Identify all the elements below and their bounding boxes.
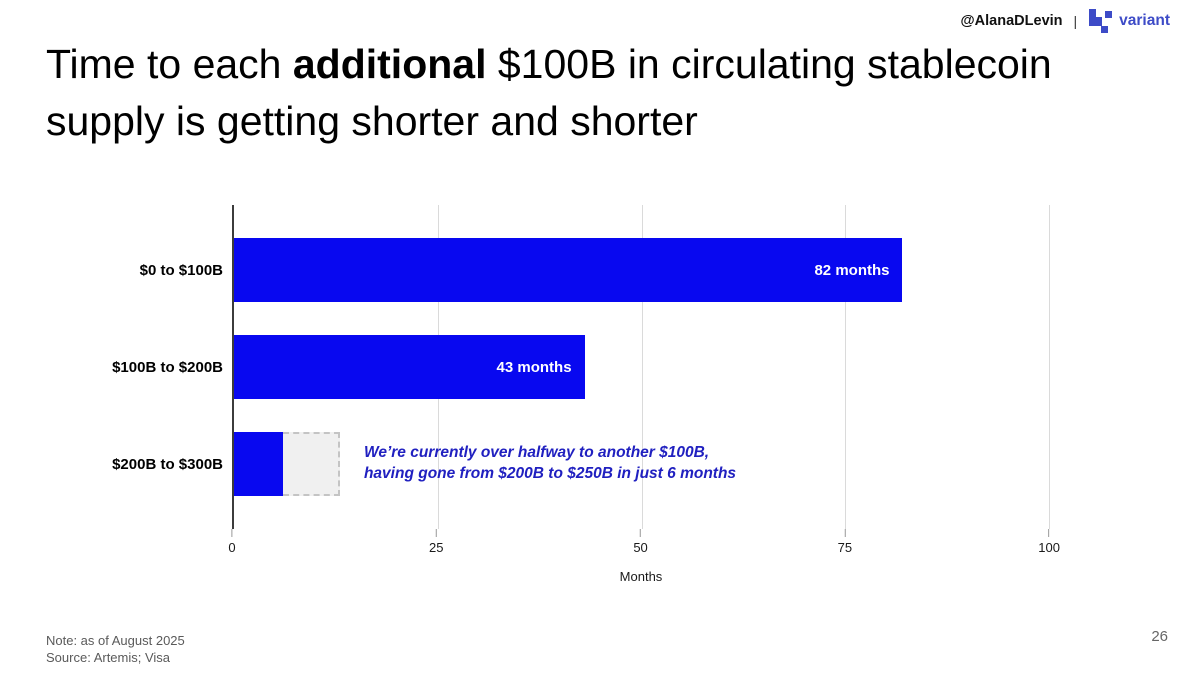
x-tick-label: 50 <box>633 540 648 555</box>
x-tick-mark <box>640 529 642 537</box>
x-tick-label: 0 <box>228 540 236 555</box>
x-tick-label: 25 <box>429 540 444 555</box>
x-tick: 75 <box>838 529 852 555</box>
x-tick: 100 <box>1038 529 1060 555</box>
x-tick-label: 75 <box>837 540 853 555</box>
header: @AlanaDLevin | variant <box>961 8 1170 34</box>
x-tick-mark <box>435 529 437 537</box>
bar-100-to-200: 43 months <box>234 335 585 399</box>
x-tick: 25 <box>429 529 444 555</box>
x-tick-mark <box>1048 529 1050 537</box>
page-number: 26 <box>1151 628 1168 645</box>
brand-name: variant <box>1119 12 1170 29</box>
x-tick-label: 100 <box>1038 540 1060 555</box>
bar-chart: $0 to $100B $100B to $200B $200B to $300… <box>42 205 1090 584</box>
bar-value-label: 82 months <box>814 261 890 279</box>
annotation-line1: We’re currently over halfway to another … <box>363 444 710 462</box>
bar-row: 43 months <box>234 335 1090 399</box>
category-label: $0 to $100B <box>139 261 223 279</box>
variant-logo-icon <box>1088 8 1113 34</box>
title-part2: $100B in circulating stablecoin supply i… <box>46 41 1052 144</box>
bar-row: We’re currently over halfway to another … <box>234 432 1090 496</box>
gridline <box>845 205 847 529</box>
x-axis: 0 25 50 75 100 <box>228 529 1090 555</box>
note-text: Note: as of August 2025 <box>46 632 185 648</box>
header-separator: | <box>1073 13 1078 29</box>
title-emphasis: additional <box>292 41 487 87</box>
category-labels: $0 to $100B $100B to $200B $200B to $300… <box>42 205 232 529</box>
bar-value-label: 43 months <box>496 358 572 376</box>
bar-200-to-300 <box>234 432 283 496</box>
x-tick: 0 <box>228 529 236 555</box>
source-text: Source: Artemis; Visa <box>46 650 171 666</box>
annotation-line2: having gone from $200B to $250B in just … <box>363 465 737 482</box>
x-tick: 50 <box>633 529 648 555</box>
gridline <box>1049 205 1051 529</box>
gridline <box>641 205 643 529</box>
category-label: $100B to $200B <box>112 358 223 376</box>
author-handle: @AlanaDLevin <box>960 13 1063 29</box>
title-part1: Time to each <box>46 41 293 87</box>
x-axis-title: Months <box>619 569 663 584</box>
footer-note: Note: as of August 2025 Source: Artemis;… <box>46 632 185 667</box>
bar-row: 82 months <box>234 238 1090 302</box>
slide-title: Time to each additional $100B in circula… <box>46 36 1056 149</box>
plot-area: 82 months 43 months We’re currently over… <box>232 205 1090 529</box>
x-tick-mark <box>844 529 846 537</box>
x-tick-mark <box>231 529 233 537</box>
bar-0-to-100: 82 months <box>234 238 903 302</box>
chart-annotation: We’re currently over halfway to another … <box>364 443 736 485</box>
projection-box <box>282 432 340 496</box>
category-label: $200B to $300B <box>112 455 223 473</box>
